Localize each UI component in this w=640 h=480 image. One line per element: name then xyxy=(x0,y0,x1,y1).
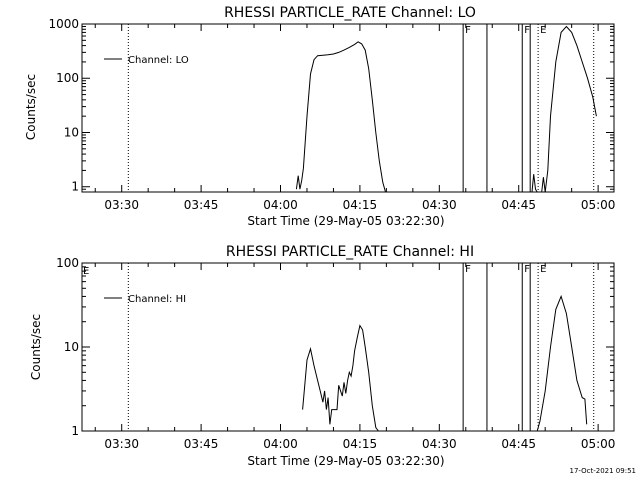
x-tick-label: 04:30 xyxy=(422,198,457,212)
x-tick-label: 05:00 xyxy=(581,198,616,212)
panel-hi-plot: 03:30 03:45 04:00 04:15 04:30 04:45 05:00 1 10 10… xyxy=(56,256,615,451)
series-line-lo xyxy=(541,25,597,193)
x-tick-label: 04:15 xyxy=(343,198,378,212)
y-tick-label: 10 xyxy=(64,340,79,354)
panel-hi-xlabel: Start Time (29-May-05 03:22:30) xyxy=(247,454,444,468)
y-tick-label: 1 xyxy=(71,180,79,194)
event-marker-label: F xyxy=(524,264,530,275)
x-tick-label: 03:30 xyxy=(104,198,139,212)
y-tick-label: 10 xyxy=(64,125,79,139)
x-tick-label: 03:45 xyxy=(184,437,219,451)
panel-lo-frame xyxy=(81,23,615,193)
event-marker-label: E xyxy=(540,264,546,275)
footer-timestamp: 17-Oct-2021 09:51 xyxy=(570,467,636,475)
series-line-lo xyxy=(531,174,538,193)
series-line-hi xyxy=(302,324,379,432)
event-marker-label: F xyxy=(465,264,471,275)
panel-hi-frame xyxy=(81,262,615,432)
panel-hi-title: RHESSI PARTICLE_RATE Channel: HI xyxy=(226,244,474,260)
panel-hi: RHESSI PARTICLE_RATE Channel: HI 03:30 03… xyxy=(29,244,615,468)
panel-lo-xlabel: Start Time (29-May-05 03:22:30) xyxy=(247,214,444,228)
panel-hi-ylabel: Counts/sec xyxy=(29,314,43,380)
x-tick-label: 04:45 xyxy=(501,437,536,451)
panel-lo-plot: 03:30 03:45 04:00 04:15 04:30 04:45 05:00 1 10 10… xyxy=(48,17,615,212)
panel-hi-legend-label: Channel: HI xyxy=(128,294,186,305)
x-tick-label: 03:45 xyxy=(184,198,219,212)
event-marker-label: F xyxy=(465,25,471,36)
panel-lo-title: RHESSI PARTICLE_RATE Channel: LO xyxy=(224,5,476,21)
event-marker-label: E xyxy=(540,25,546,36)
panel-lo: RHESSI PARTICLE_RATE Channel: LO 03:30 03… xyxy=(24,5,615,228)
series-line-hi xyxy=(536,294,588,432)
y-tick-label: 100 xyxy=(56,256,79,270)
x-tick-label: 04:15 xyxy=(343,437,378,451)
panel-hi-corner-label: E xyxy=(83,266,89,277)
event-marker-label: F xyxy=(524,25,530,36)
series-line-lo xyxy=(295,41,386,193)
x-tick-label: 04:00 xyxy=(263,437,298,451)
y-tick-label: 1 xyxy=(71,424,79,438)
panel-lo-ylabel: Counts/sec xyxy=(24,74,38,140)
x-tick-label: 03:30 xyxy=(104,437,139,451)
x-tick-label: 04:30 xyxy=(422,437,457,451)
y-tick-label: 100 xyxy=(56,71,79,85)
panel-lo-legend-label: Channel: LO xyxy=(128,55,189,66)
x-tick-label: 04:45 xyxy=(501,198,536,212)
y-tick-label: 1000 xyxy=(48,17,79,31)
x-tick-label: 05:00 xyxy=(581,437,616,451)
x-tick-label: 04:00 xyxy=(263,198,298,212)
